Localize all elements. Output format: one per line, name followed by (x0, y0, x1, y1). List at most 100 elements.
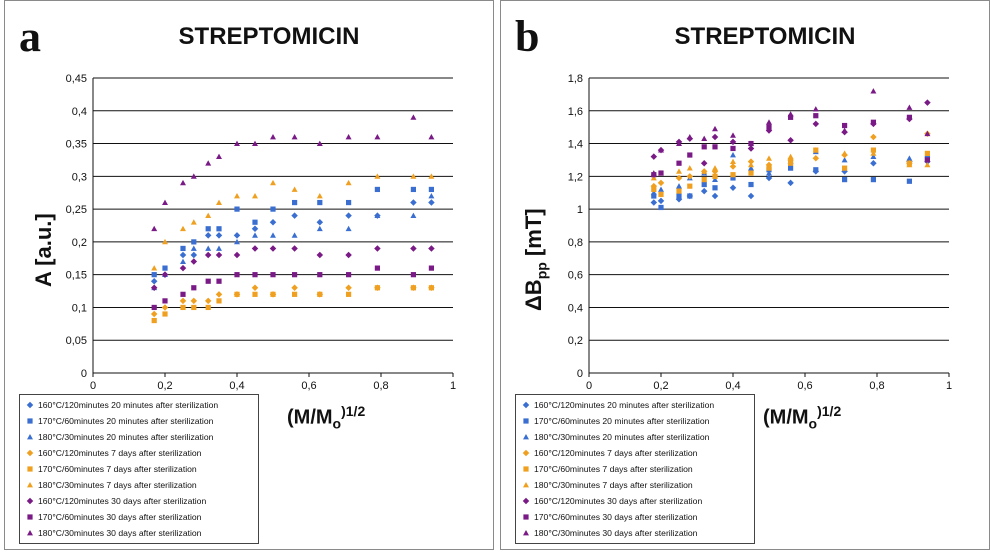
data-point (701, 181, 707, 188)
legend-entry: 170°C/60minutes 20 minutes after sterili… (520, 413, 754, 429)
data-point (748, 165, 754, 171)
y-axis-label: A [a.u.] (31, 213, 56, 287)
legend-label: 170°C/60minutes 20 minutes after sterili… (534, 416, 710, 426)
data-point (190, 245, 197, 251)
x-axis-label: (M/Mo)1/2 (287, 403, 366, 432)
x-tick-label: 0,6 (797, 380, 812, 392)
data-point (316, 193, 323, 199)
legend-entry: 180°C/30minutes 7 days after sterilizati… (24, 477, 258, 493)
data-point (712, 173, 718, 179)
data-point (788, 114, 794, 120)
data-point (252, 291, 258, 297)
data-point (729, 184, 737, 192)
data-point (345, 179, 352, 186)
legend-marker (522, 401, 530, 409)
y-tick-label: 0 (81, 368, 87, 380)
data-point (428, 193, 435, 199)
data-point (180, 225, 186, 232)
data-point (151, 225, 158, 232)
data-point (766, 165, 772, 171)
data-point (841, 156, 848, 163)
data-point (428, 265, 434, 271)
data-point (410, 186, 416, 193)
data-point (162, 298, 168, 304)
panel-letter: a (19, 12, 41, 61)
data-point (676, 193, 682, 199)
legend-marker (27, 514, 33, 520)
triangle-marker-icon (27, 482, 33, 488)
legend-entry: 180°C/30minutes 20 minutes after sterili… (520, 429, 754, 445)
data-point (730, 152, 736, 158)
data-point (906, 161, 913, 168)
y-tick-label: 1,6 (568, 106, 583, 118)
data-point (410, 285, 416, 291)
data-point (150, 284, 158, 292)
square-marker-icon (523, 514, 529, 520)
data-point (150, 277, 158, 285)
data-point (700, 187, 708, 195)
square-marker-icon (523, 466, 529, 472)
legend-entry: 180°C/30minutes 30 days after sterilizat… (520, 525, 754, 541)
data-point (234, 272, 240, 278)
data-point (205, 245, 212, 251)
y-tick-label: 1,2 (568, 171, 583, 183)
data-point (162, 311, 168, 317)
legend-entry: 170°C/60minutes 30 days after sterilizat… (520, 509, 754, 525)
data-point (216, 226, 222, 232)
legend-entry: 160°C/120minutes 20 minutes after steril… (24, 397, 258, 413)
legend-entry: 160°C/120minutes 7 days after sterilizat… (24, 445, 258, 461)
y-tick-label: 0,8 (568, 237, 583, 249)
data-point (179, 251, 187, 259)
data-point (374, 245, 381, 252)
data-point (234, 193, 240, 199)
chart-panel-a: a STREPTOMICIN 0 0,05 0,1 0,15 0,2 0,25 0,3 0,3… (4, 0, 494, 550)
data-point (787, 153, 794, 160)
data-point (252, 232, 258, 238)
data-point (842, 165, 848, 171)
data-point (291, 212, 298, 219)
data-point (291, 232, 298, 238)
data-point (766, 124, 772, 130)
y-tick-label: 0,35 (66, 139, 87, 151)
legend-label: 170°C/60minutes 7 days after sterilizati… (534, 464, 693, 474)
legend-label: 180°C/30minutes 7 days after sterilizati… (38, 480, 197, 490)
data-point (251, 225, 259, 233)
x-axis-label: (M/Mo)1/2 (763, 403, 842, 432)
legend: 160°C/120minutes 20 minutes after steril… (19, 394, 259, 544)
data-point (842, 177, 848, 183)
data-point (270, 206, 276, 212)
data-point (374, 134, 381, 140)
data-point (787, 179, 794, 187)
data-point (162, 199, 168, 205)
data-point (650, 199, 658, 206)
data-point (812, 106, 819, 112)
data-point (730, 132, 736, 138)
legend-marker (523, 530, 529, 536)
data-point (428, 186, 434, 193)
data-point (317, 291, 323, 297)
data-point (151, 265, 158, 271)
data-point (190, 258, 198, 265)
data-point (711, 133, 719, 141)
data-point (291, 134, 298, 140)
data-point (766, 119, 772, 125)
data-point (234, 206, 240, 212)
data-point (410, 212, 417, 219)
data-point (870, 150, 877, 156)
data-point (252, 219, 258, 225)
data-point (428, 199, 435, 206)
data-point (870, 159, 877, 167)
x-tick-label: 1 (450, 380, 456, 392)
data-point (712, 185, 718, 191)
data-point (658, 204, 664, 211)
data-point (410, 114, 417, 120)
data-point (161, 304, 169, 311)
data-point (216, 199, 222, 205)
data-point (788, 160, 794, 166)
data-point (292, 199, 298, 206)
data-point (812, 147, 819, 153)
data-point (291, 245, 298, 252)
series-7 (150, 245, 435, 292)
data-point (374, 186, 380, 193)
data-point (410, 272, 416, 278)
